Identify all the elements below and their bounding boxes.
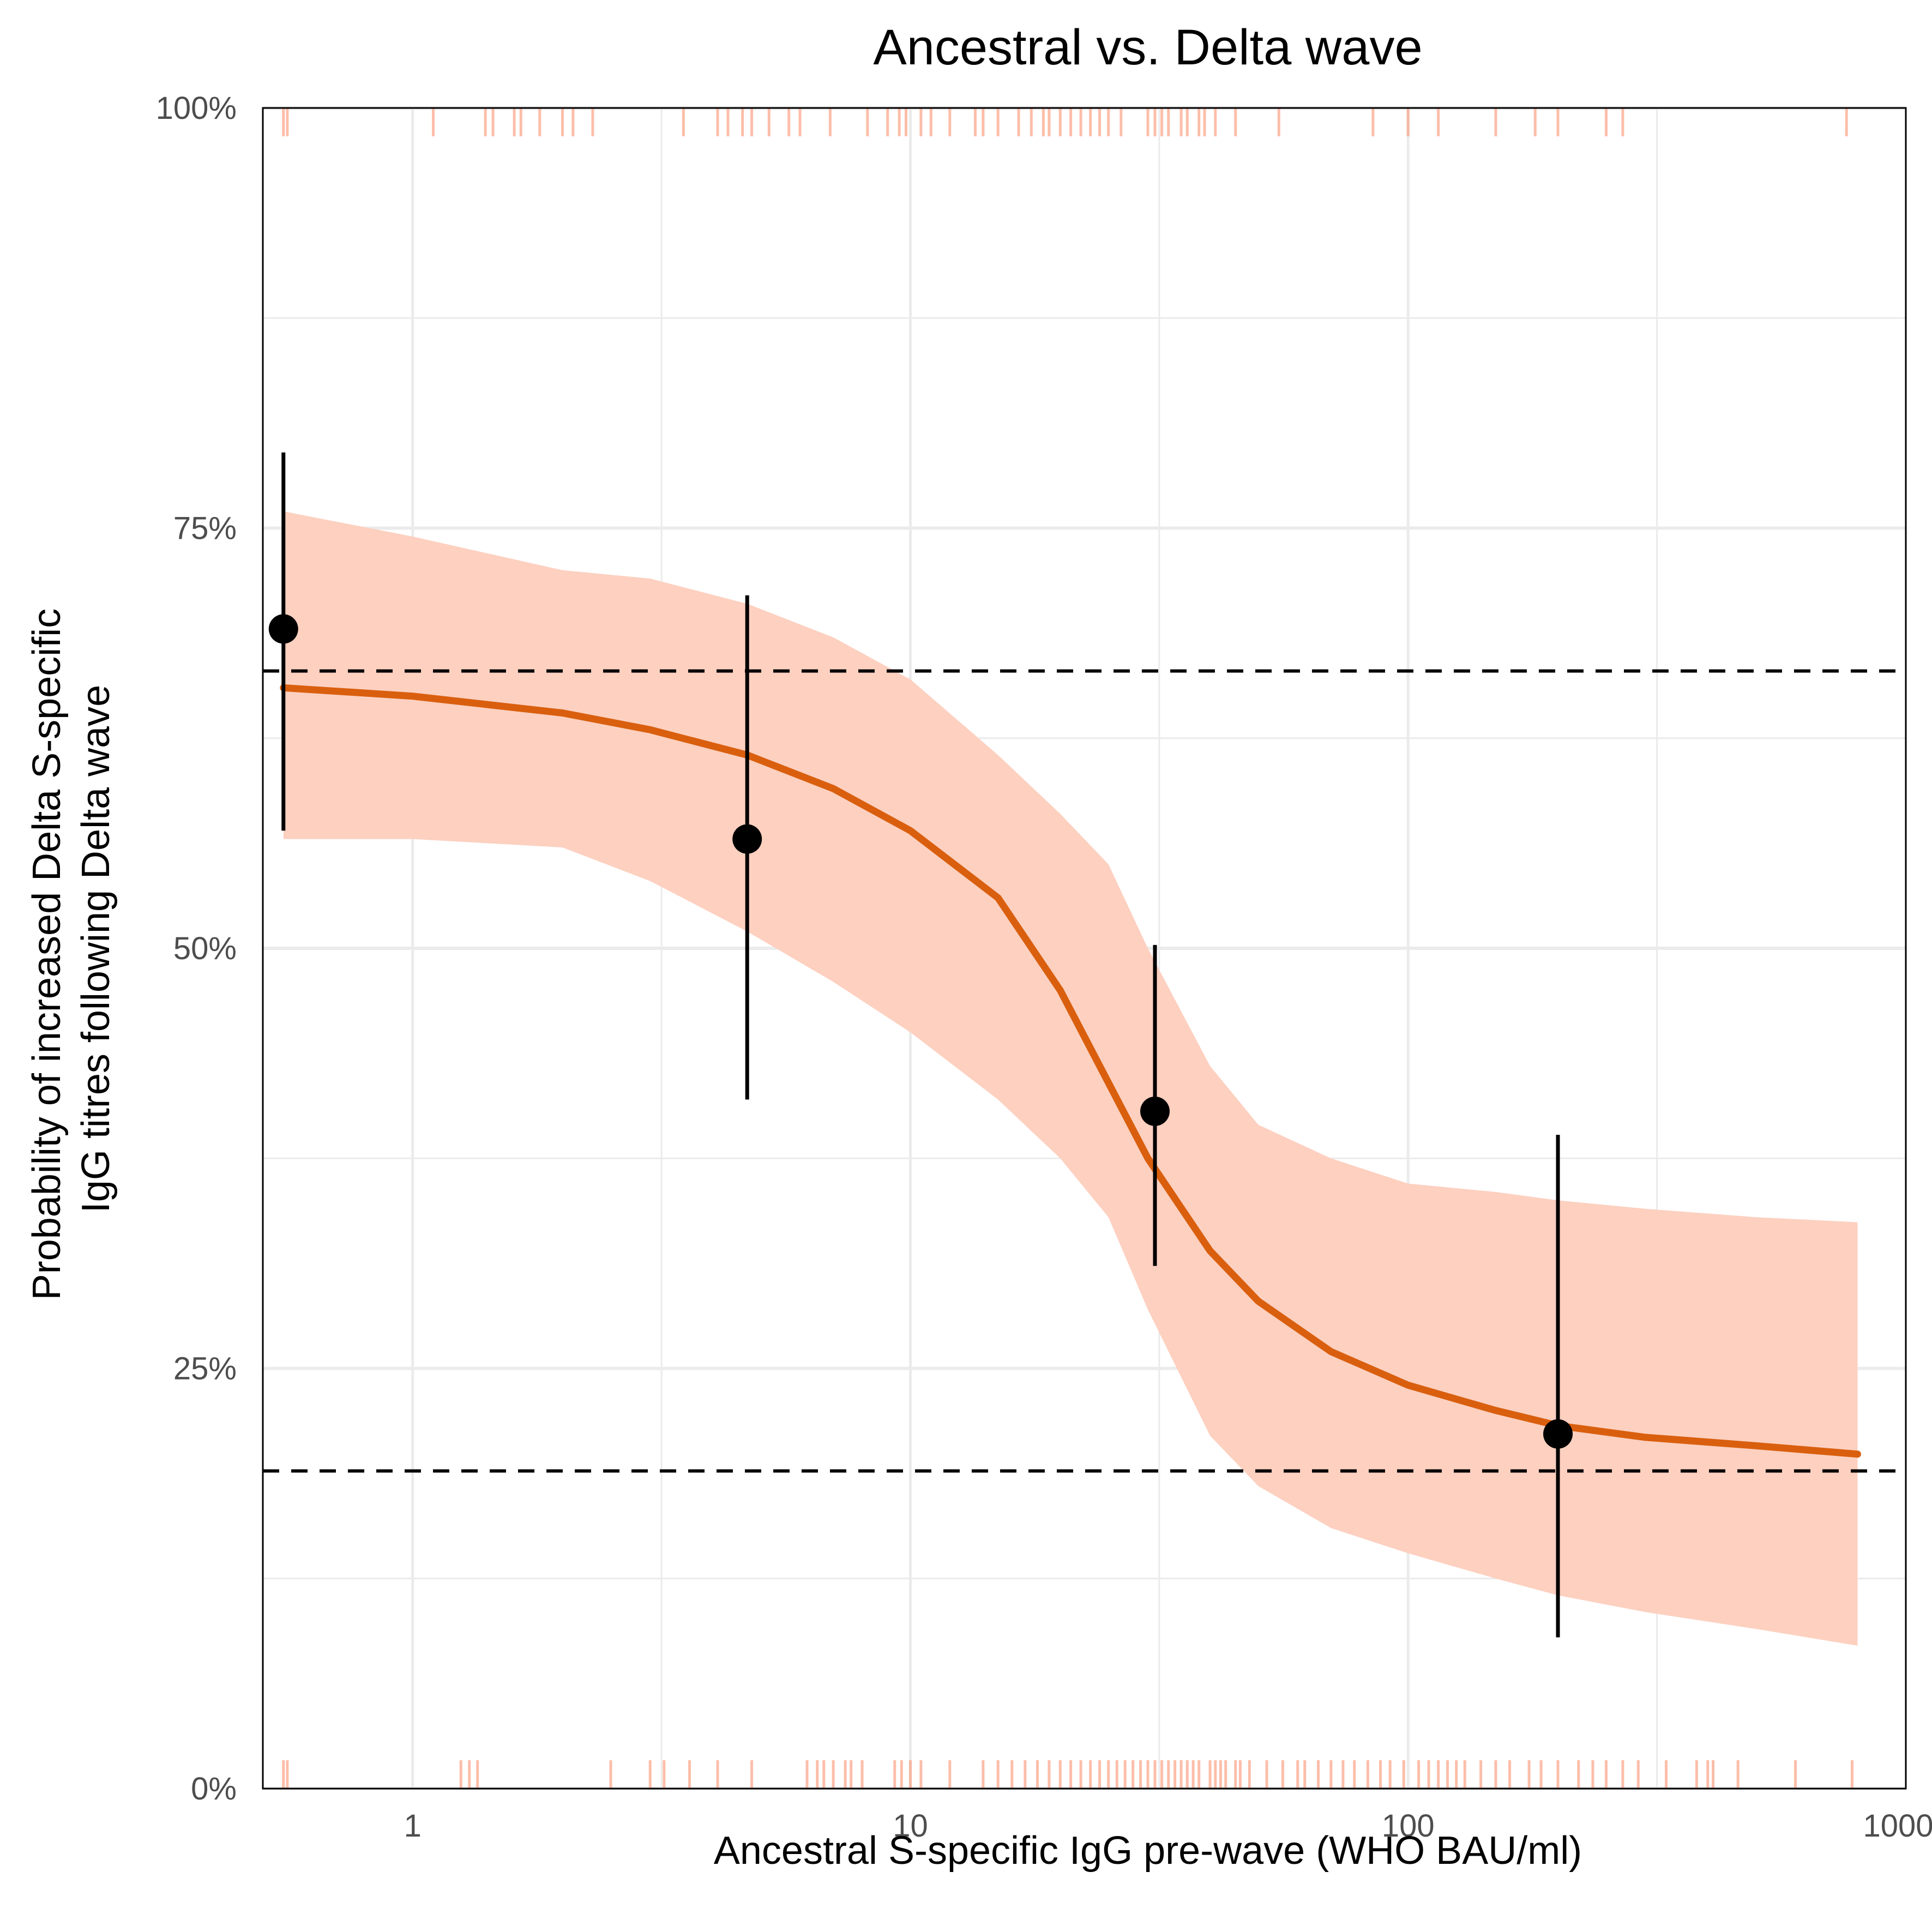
y-axis-title-line-2: IgG titres following Delta wave [74, 685, 118, 1213]
y-tick-label: 50% [173, 931, 237, 966]
fitted-curve [280, 684, 1861, 1458]
y-tick-label: 25% [173, 1351, 237, 1387]
data-point [1140, 1096, 1170, 1126]
y-tick-label: 100% [156, 91, 237, 126]
y-axis-title: Probability of increased Delta S-specifi… [25, 598, 118, 1301]
chart-title: Ancestral vs. Delta wave [873, 20, 1422, 75]
rug-marks [282, 108, 1854, 1789]
y-axis-title-line-1: Probability of increased Delta S-specifi… [25, 609, 69, 1301]
data-point [268, 614, 298, 644]
y-tick-label: 0% [191, 1771, 237, 1807]
observed-points [268, 452, 1573, 1638]
x-tick-label: 1000 [1863, 1808, 1932, 1844]
x-tick-labels: 1 10 100 1000 [404, 1808, 1932, 1844]
data-point [732, 824, 762, 854]
panel-border [262, 107, 1907, 1790]
confidence-band [283, 511, 1858, 1646]
reference-lines [263, 669, 1906, 1473]
fit-line [280, 684, 1861, 1458]
y-tick-labels: 0% 25% 50% 75% 100% [156, 91, 237, 1807]
x-tick-label: 1 [404, 1808, 422, 1844]
confidence-ribbon [283, 511, 1858, 1646]
x-tick-label: 10 [893, 1808, 928, 1844]
x-tick-label: 100 [1382, 1808, 1435, 1844]
data-point [1543, 1419, 1573, 1449]
y-tick-label: 75% [173, 511, 237, 546]
x-axis-title: Ancestral S-specific IgG pre-wave (WHO B… [714, 1829, 1582, 1873]
